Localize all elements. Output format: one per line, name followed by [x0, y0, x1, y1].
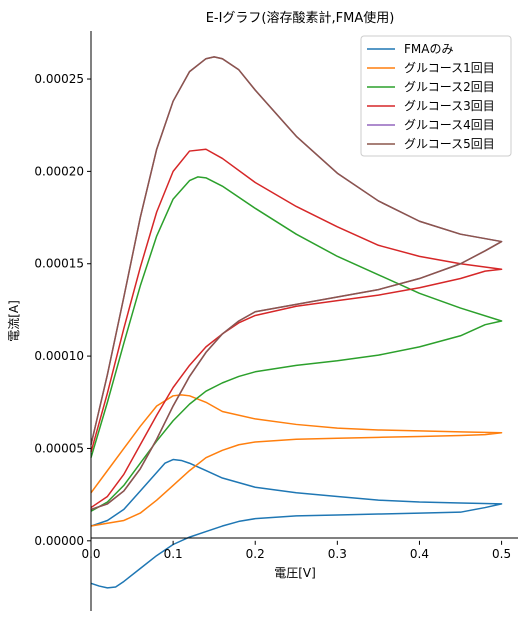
y-tick-label: 0.00000	[34, 534, 84, 548]
x-tick-label: 0.3	[328, 547, 347, 561]
x-ticks: 0.0 0.1 0.2 0.3 0.4 0.5	[81, 540, 511, 561]
axes	[90, 31, 518, 611]
x-tick-label: 0.4	[410, 547, 429, 561]
legend-label: グルコース1回目	[404, 61, 495, 75]
legend-label: FMAのみ	[404, 42, 453, 56]
y-axis-label: 電流[A]	[7, 300, 21, 342]
legend-frame	[360, 35, 512, 157]
chart-title: E-Iグラフ(溶存酸素計,FMA使用)	[206, 10, 395, 26]
series-line-6	[90, 56, 503, 511]
x-tick-label: 0.0	[81, 547, 100, 561]
y-tick-label: 0.00005	[34, 441, 84, 455]
legend-label: グルコース4回目	[404, 118, 495, 132]
y-tick-label: 0.00010	[34, 349, 84, 363]
y-ticks: 0.00000 0.00005 0.00010 0.00015 0.00020 0.000…	[34, 72, 91, 548]
series-line-4	[90, 148, 503, 509]
legend-label: グルコース5回目	[404, 137, 495, 151]
series-line-3	[90, 176, 503, 512]
series-line-1	[90, 458, 503, 589]
x-tick-label: 0.5	[492, 547, 511, 561]
legend-label: グルコース3回目	[404, 99, 495, 113]
y-tick-label: 0.00015	[34, 257, 84, 271]
plot-area	[90, 56, 503, 589]
legend-label: グルコース2回目	[404, 80, 495, 94]
x-tick-label: 0.1	[164, 547, 183, 561]
x-axis-label: 電圧[V]	[274, 566, 316, 580]
y-tick-label: 0.00025	[34, 72, 84, 86]
legend: FMAのみグルコース1回目グルコース2回目グルコース3回目グルコース4回目グルコ…	[360, 35, 512, 157]
x-tick-label: 0.2	[246, 547, 265, 561]
y-tick-label: 0.00020	[34, 164, 84, 178]
series-line-2	[90, 394, 503, 527]
